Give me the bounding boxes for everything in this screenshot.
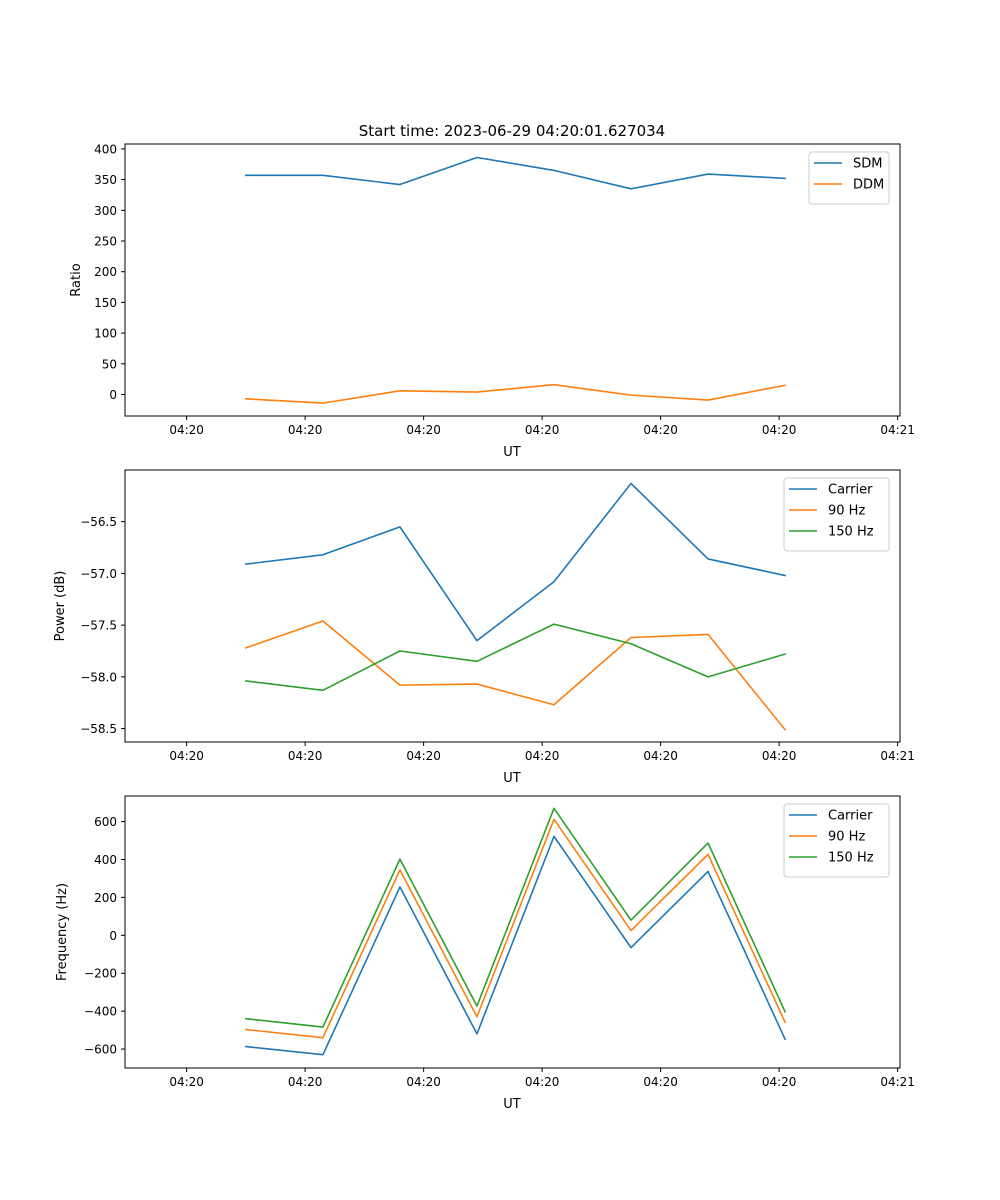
ratio-y-tick-label: 200 <box>94 265 117 279</box>
ratio-y-tick-label: 300 <box>94 204 117 218</box>
frequency-y-tick-label: −200 <box>84 967 117 981</box>
frequency-legend-label-150-hz: 150 Hz <box>828 851 874 866</box>
ratio-legend-label-ddm: DDM <box>853 178 884 193</box>
power-legend-box <box>783 477 890 552</box>
power-x-tick-label: 04:20 <box>643 749 678 763</box>
ratio-y-tick-label: 350 <box>94 173 117 187</box>
power-y-tick-label: −57.5 <box>80 619 117 633</box>
frequency-x-tick-label: 04:20 <box>762 1075 797 1089</box>
frequency-x-axis-label: UT <box>503 1097 521 1112</box>
power-legend: Carrier 90 Hz 150 Hz <box>783 477 890 552</box>
power-y-tick-label: −56.5 <box>80 515 117 529</box>
power-axes-frame <box>124 469 901 743</box>
frequency-x-tick-label: 04:20 <box>169 1075 204 1089</box>
ratio-legend-box <box>808 151 890 205</box>
ratio-legend-label-sdm: SDM <box>853 157 882 172</box>
frequency-legend-label-90-hz: 90 Hz <box>828 830 865 845</box>
power-panel: 04:20 04:20 04:20 04:20 04:20 04:20 04:21 −58.5… <box>53 469 915 786</box>
frequency-legend-label-carrier: Carrier <box>828 809 873 824</box>
frequency-series-90-hz-line <box>244 818 787 1039</box>
power-y-tick-label: −58.0 <box>80 670 117 684</box>
ratio-y-tick-label: 0 <box>109 388 117 402</box>
power-y-tick-label: −57.0 <box>80 567 117 581</box>
frequency-x-tick-label: 04:20 <box>525 1075 560 1089</box>
power-x-tick-label: 04:20 <box>169 749 204 763</box>
ratio-x-tick-label: 04:20 <box>643 423 678 437</box>
frequency-y-tick-label: −400 <box>84 1005 117 1019</box>
ratio-x-tick-label: 04:20 <box>525 423 560 437</box>
power-legend-label-carrier: Carrier <box>828 483 873 498</box>
frequency-y-tick-label: 0 <box>109 929 117 943</box>
ratio-x-tick-label: 04:21 <box>880 423 915 437</box>
power-x-tick-label: 04:21 <box>880 749 915 763</box>
power-legend-label-90-hz: 90 Hz <box>828 504 865 519</box>
frequency-series-150-hz-line <box>244 807 787 1028</box>
frequency-panel: 04:20 04:20 04:20 04:20 04:20 04:20 04:21 −600 −… <box>55 795 915 1112</box>
frequency-series-carrier-line <box>244 835 787 1056</box>
frequency-legend-box <box>783 803 890 878</box>
ratio-x-tick-label: 04:20 <box>762 423 797 437</box>
ratio-x-tick-label: 04:20 <box>406 423 441 437</box>
ratio-axes-frame <box>124 143 901 417</box>
power-x-tick-label: 04:20 <box>525 749 560 763</box>
ratio-y-tick-label: 250 <box>94 235 117 249</box>
power-y-tick-label: −58.5 <box>80 722 117 736</box>
frequency-x-tick-label: 04:20 <box>643 1075 678 1089</box>
frequency-x-tick-label: 04:20 <box>288 1075 323 1089</box>
frequency-y-tick-label: 200 <box>94 891 117 905</box>
ratio-panel: 04:20 04:20 04:20 04:20 04:20 04:20 04:21 0 50 10… <box>69 142 915 460</box>
power-series-90-hz-line <box>244 620 787 731</box>
frequency-x-tick-label: 04:20 <box>406 1075 441 1089</box>
ratio-y-axis-label: Ratio <box>69 263 84 296</box>
ratio-series-sdm-line <box>245 156 786 190</box>
ratio-y-tick-label: 50 <box>102 357 117 371</box>
power-y-axis-label: Power (dB) <box>53 571 68 642</box>
ratio-x-axis-label: UT <box>503 445 521 460</box>
ratio-x-tick-label: 04:20 <box>169 423 204 437</box>
frequency-y-tick-label: 400 <box>94 853 117 867</box>
power-legend-label-150-hz: 150 Hz <box>828 525 874 540</box>
ratio-y-tick-label: 400 <box>94 142 117 156</box>
power-series-150-hz-line <box>244 623 787 692</box>
frequency-y-tick-label: −600 <box>84 1043 117 1057</box>
ratio-x-tick-label: 04:20 <box>288 423 323 437</box>
ratio-legend: SDM DDM <box>808 151 890 205</box>
power-x-tick-label: 04:20 <box>288 749 323 763</box>
power-x-tick-label: 04:20 <box>406 749 441 763</box>
power-series-carrier-line <box>244 482 787 642</box>
figure-title: Start time: 2023-06-29 04:20:01.627034 <box>359 122 665 140</box>
frequency-y-axis-label: Frequency (Hz) <box>55 883 70 981</box>
power-x-axis-label: UT <box>503 771 521 786</box>
frequency-legend: Carrier 90 Hz 150 Hz <box>783 803 890 878</box>
ratio-series-ddm-line <box>245 383 786 404</box>
frequency-x-tick-label: 04:21 <box>880 1075 915 1089</box>
ratio-y-tick-label: 150 <box>94 296 117 310</box>
frequency-y-tick-label: 600 <box>94 815 117 829</box>
power-x-tick-label: 04:20 <box>762 749 797 763</box>
frequency-axes-frame <box>124 795 901 1069</box>
ratio-y-tick-label: 100 <box>94 327 117 341</box>
